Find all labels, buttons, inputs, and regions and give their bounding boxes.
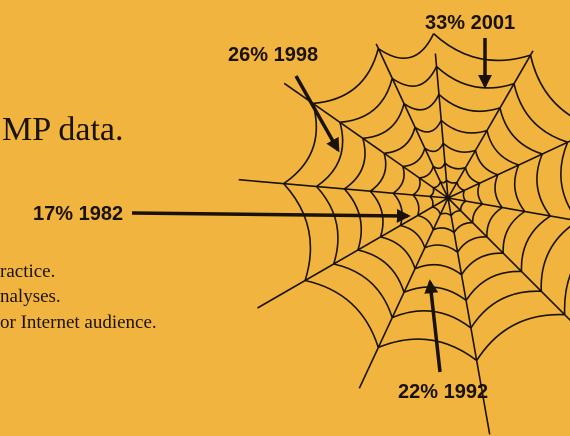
web-strand (445, 179, 458, 184)
web-strand (513, 164, 526, 212)
bullet: or Internet audience. (0, 312, 157, 333)
web-strand (439, 179, 448, 184)
web-strand (343, 188, 363, 251)
web-strand (435, 65, 515, 89)
spider-web (238, 33, 570, 435)
web-strand (499, 107, 543, 155)
annotation: 26% 1998 (228, 44, 318, 66)
web-strand (432, 162, 446, 170)
web-strand (453, 221, 473, 233)
web-strand (432, 206, 442, 215)
web-strand (460, 252, 504, 276)
web-strand (369, 190, 384, 238)
web-strand (417, 214, 434, 230)
web-strand (283, 103, 318, 185)
bullet: nalyses. (0, 286, 61, 307)
web-strand (316, 122, 344, 188)
web-strand (343, 138, 366, 190)
web-strand (419, 166, 434, 179)
web-strand (486, 130, 519, 166)
web-spoke (434, 53, 449, 199)
web-spoke (375, 43, 449, 199)
web-strand (529, 54, 570, 117)
web-spoke (447, 50, 534, 199)
web-strand (486, 206, 503, 237)
web-strand (494, 174, 503, 209)
web-spoke (447, 197, 570, 322)
annotation: 33% 2001 (425, 12, 515, 34)
web-strand (402, 147, 426, 168)
web-strand (429, 195, 434, 208)
web-strand (432, 227, 455, 234)
web-strand (433, 33, 531, 62)
web-strand (414, 119, 442, 133)
web-strand (283, 183, 312, 281)
arrow (294, 75, 340, 153)
web-strand (339, 78, 393, 124)
web-strand (520, 215, 551, 272)
arrow (131, 208, 411, 223)
web-strand (470, 290, 542, 329)
web-strand (465, 270, 522, 301)
web-strand (563, 273, 570, 315)
web-strand (444, 162, 466, 170)
web-strand (476, 313, 565, 361)
web-spoke (447, 197, 570, 221)
web-strand (424, 244, 459, 253)
web-strand (474, 150, 499, 176)
web-strand (312, 48, 380, 105)
web-strand (440, 119, 488, 134)
arrow (424, 279, 442, 373)
web-strand (369, 153, 387, 192)
web-spoke (447, 140, 570, 199)
web-strand (412, 177, 421, 196)
annotation: 17% 1982 (33, 203, 123, 225)
web-strand (462, 190, 467, 202)
web-strand (384, 127, 416, 155)
heading: MP data. (2, 111, 124, 148)
web-strand (471, 203, 483, 223)
web-strand (412, 194, 420, 216)
web-strand (333, 263, 393, 318)
web-strand (400, 224, 426, 249)
web-strand (536, 153, 552, 217)
annotation: 22% 1992 (398, 381, 488, 403)
web-strand (433, 181, 442, 189)
web-strand (392, 166, 405, 194)
web-strand (440, 212, 452, 217)
web-strand (459, 200, 467, 211)
web-strand (477, 182, 484, 205)
web-strand (315, 185, 339, 265)
web-strand (560, 141, 570, 211)
web-strand (391, 66, 438, 87)
bullet: ractice. (0, 261, 55, 282)
web-strand (540, 225, 570, 292)
web-strand (377, 338, 478, 362)
web-strand (442, 142, 476, 153)
web-strand (403, 94, 440, 111)
web-strand (357, 249, 405, 293)
web-strand (513, 83, 568, 143)
web-strand (362, 103, 405, 140)
web-strand (377, 33, 435, 59)
web-strand (456, 236, 487, 253)
web-strand (424, 142, 444, 153)
web-strand (414, 263, 462, 276)
web-strand (502, 210, 526, 254)
web-strand (304, 279, 380, 348)
web-strand (450, 209, 461, 217)
web-strand (438, 93, 501, 113)
web-strand (380, 236, 416, 269)
web-spoke (447, 197, 491, 435)
web-strand (464, 167, 480, 184)
web-spoke (257, 197, 449, 309)
web-strand (429, 187, 435, 198)
web-strand (456, 182, 465, 192)
